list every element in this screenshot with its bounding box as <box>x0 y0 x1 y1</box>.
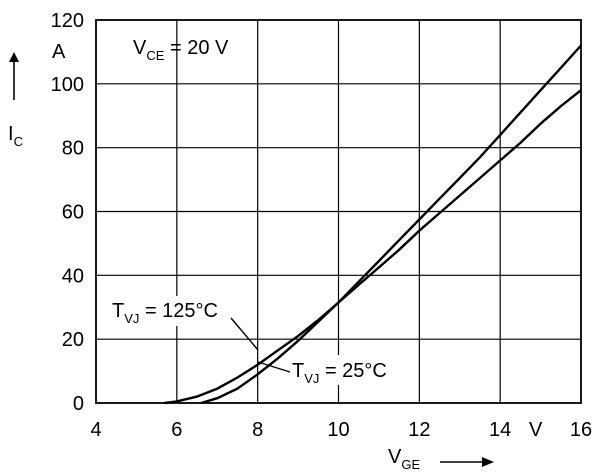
y-tick-labels: 0 20 40 60 80 100 120 <box>51 10 84 415</box>
y-axis-label-main: I <box>8 123 14 145</box>
annotation-125-sub: VJ <box>124 311 139 326</box>
y-unit-label: A <box>52 41 66 63</box>
y-axis-label: IC <box>8 52 23 149</box>
x-tick-label: 8 <box>252 419 263 441</box>
annotation-25-sub: VJ <box>304 371 319 386</box>
svg-text:IC: IC <box>8 123 23 149</box>
series-line-125c <box>164 89 582 405</box>
annotation-25-leader <box>257 361 291 373</box>
x-axis-label-sub: GE <box>401 457 420 472</box>
x-tick-label: 16 <box>570 419 592 441</box>
condition-main: V <box>133 37 147 59</box>
series-line-25c <box>200 44 582 405</box>
y-tick-label: 20 <box>62 329 84 351</box>
annotation-25-rest: = 25°C <box>319 360 386 382</box>
y-axis-arrowhead <box>9 52 19 62</box>
y-tick-label: 80 <box>62 138 84 160</box>
x-tick-label: 6 <box>171 419 182 441</box>
annotation-125-leader <box>230 317 259 351</box>
svg-text:VGE: VGE <box>388 446 420 472</box>
x-axis-arrowhead <box>482 457 494 467</box>
annotation-25-bg <box>290 355 408 385</box>
annotation-25: TVJ = 25°C <box>292 360 387 386</box>
plot-frame <box>95 19 582 404</box>
grid <box>96 20 581 403</box>
y-tick-label: 0 <box>73 393 84 415</box>
curves <box>164 44 582 405</box>
y-tick-label: 120 <box>51 10 84 32</box>
condition-sub: CE <box>146 48 164 63</box>
x-tick-labels: 4 6 8 10 12 14 16 <box>90 419 592 441</box>
x-axis-label: VGE <box>388 446 494 472</box>
annotation-25-main: T <box>292 360 304 382</box>
condition-value: = 20 V <box>164 37 229 59</box>
annotation-125-main: T <box>112 300 124 322</box>
condition-label: VCE = 20 V <box>133 37 229 63</box>
annotation-125: TVJ = 125°C <box>112 300 218 326</box>
y-tick-label: 60 <box>62 202 84 224</box>
annotation-125-rest: = 125°C <box>139 300 218 322</box>
y-tick-label: 40 <box>62 265 84 287</box>
y-axis-label-sub: C <box>14 134 23 149</box>
x-unit-label: V <box>529 419 543 441</box>
x-tick-label: 14 <box>489 419 511 441</box>
x-tick-label: 10 <box>327 419 349 441</box>
annotation-125-bg <box>110 296 234 326</box>
x-axis-label-main: V <box>388 446 402 468</box>
x-tick-label: 4 <box>90 419 101 441</box>
y-tick-label: 100 <box>51 74 84 96</box>
x-tick-label: 12 <box>408 419 430 441</box>
